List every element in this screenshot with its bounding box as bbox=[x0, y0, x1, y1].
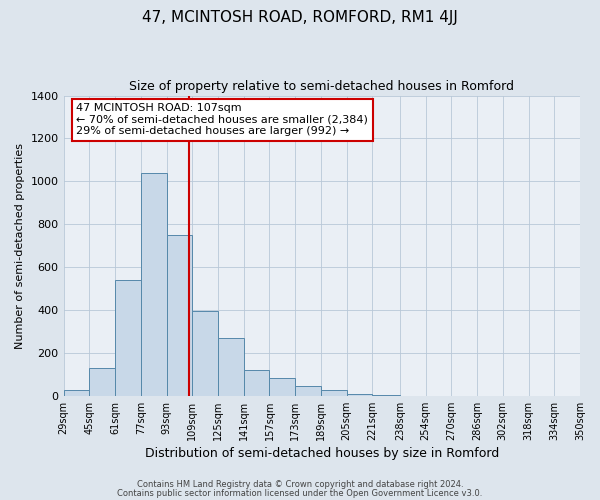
Bar bbox=[89, 368, 115, 396]
Bar bbox=[373, 394, 400, 396]
Y-axis label: Number of semi-detached properties: Number of semi-detached properties bbox=[15, 142, 25, 348]
Bar bbox=[295, 386, 321, 396]
Text: 47, MCINTOSH ROAD, ROMFORD, RM1 4JJ: 47, MCINTOSH ROAD, ROMFORD, RM1 4JJ bbox=[142, 10, 458, 25]
Text: 47 MCINTOSH ROAD: 107sqm
← 70% of semi-detached houses are smaller (2,384)
29% o: 47 MCINTOSH ROAD: 107sqm ← 70% of semi-d… bbox=[76, 103, 368, 136]
Title: Size of property relative to semi-detached houses in Romford: Size of property relative to semi-detach… bbox=[129, 80, 514, 93]
Text: Contains HM Land Registry data © Crown copyright and database right 2024.: Contains HM Land Registry data © Crown c… bbox=[137, 480, 463, 489]
Bar bbox=[167, 235, 192, 396]
X-axis label: Distribution of semi-detached houses by size in Romford: Distribution of semi-detached houses by … bbox=[145, 447, 499, 460]
Bar bbox=[269, 378, 295, 396]
Bar bbox=[244, 370, 269, 396]
Bar bbox=[347, 394, 373, 396]
Bar bbox=[141, 173, 167, 396]
Bar bbox=[192, 311, 218, 396]
Text: Contains public sector information licensed under the Open Government Licence v3: Contains public sector information licen… bbox=[118, 488, 482, 498]
Bar bbox=[115, 280, 141, 396]
Bar bbox=[218, 338, 244, 396]
Bar bbox=[321, 390, 347, 396]
Bar bbox=[64, 390, 89, 396]
